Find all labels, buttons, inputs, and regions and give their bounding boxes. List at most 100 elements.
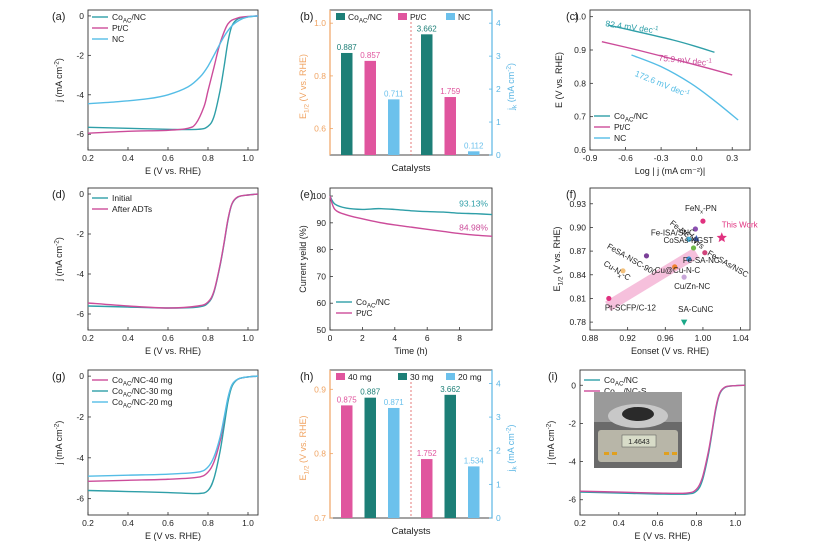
bar xyxy=(421,459,433,518)
point-label: Pt-SCFP/C-12 xyxy=(605,303,657,312)
legend-entry: 30 mg xyxy=(410,372,434,382)
scatter-point xyxy=(686,256,692,262)
y-axis-label: E1/2 (V vs. RHE) xyxy=(552,226,565,291)
point-label: This Work xyxy=(722,221,759,230)
slope-annotation: 172.6 mV dec-1 xyxy=(634,68,692,100)
x-axis-label: Log | j (mA cm⁻²)| xyxy=(635,166,705,176)
end-value-label: 93.13% xyxy=(459,199,488,209)
series-line xyxy=(607,24,715,54)
y-tick-label-right: 3 xyxy=(496,51,501,61)
x-tick-label: -0.9 xyxy=(583,153,598,163)
y-tick-label: 0.8 xyxy=(314,449,326,459)
series-line xyxy=(87,375,259,477)
legend-entry: CoAC/NC xyxy=(604,375,638,388)
balance-button xyxy=(672,452,677,455)
panel-b: 0.6 0.8 1.0 0 1 2 3 4 E1/2 (V vs. RHE) jk (mA cm-… xyxy=(298,9,519,174)
balance-display xyxy=(621,434,657,448)
y-tick-label: -2 xyxy=(76,229,84,239)
bar xyxy=(364,60,376,155)
legend-entry: Pt/C xyxy=(356,308,373,318)
series-line xyxy=(87,15,259,131)
star-marker xyxy=(716,232,727,243)
bar xyxy=(341,405,353,518)
x-tick-label: 0.2 xyxy=(82,333,94,343)
bar xyxy=(341,52,353,155)
legend-entry: NC xyxy=(458,12,470,22)
scatter-point xyxy=(606,295,612,302)
slope-annotation: 82.4 mV dec-1 xyxy=(605,18,660,36)
x-tick-label: 1.0 xyxy=(242,153,254,163)
y-tick-label: 1.0 xyxy=(574,12,586,22)
point-label: Fe-SA-NC xyxy=(683,256,720,265)
legend-entry: CoAC/NC xyxy=(614,111,648,124)
y-axis-label: jk (mA cm-2) xyxy=(505,425,518,473)
y-tick-label: 80 xyxy=(317,245,327,255)
y-tick-label: -4 xyxy=(76,269,84,279)
y-axis-label: j (mA cm-2) xyxy=(53,237,64,282)
bar-value-label: 0.887 xyxy=(360,388,381,397)
panel-label: (h) xyxy=(300,371,313,383)
scatter-point xyxy=(702,250,708,256)
y-tick-label: -6 xyxy=(568,495,576,505)
plot-frame xyxy=(87,187,259,331)
end-value-label: 84.98% xyxy=(459,222,488,232)
x-tick-label: 0.2 xyxy=(574,518,586,528)
legend-entry: 20 mg xyxy=(458,372,482,382)
x-axis-label: E (V vs. RHE) xyxy=(634,531,690,541)
y-tick-label: 0.6 xyxy=(314,124,326,134)
y-tick-label: 0.78 xyxy=(569,317,586,327)
legend-entry: CoAC/NC xyxy=(348,12,382,25)
y-axis-label: E1/2 (V vs. RHE) xyxy=(298,54,311,119)
y-tick-label-right: 2 xyxy=(496,446,501,456)
x-tick-label: 0.4 xyxy=(122,153,134,163)
x-tick-label: 0.88 xyxy=(582,333,599,343)
balance-button xyxy=(664,452,669,455)
panel-d: 0.2 0.4 0.6 0.8 1.0 E (V vs. RHE) 0 -2 -4 -6 Initi… xyxy=(76,187,259,356)
panel-label: (a) xyxy=(52,11,65,23)
series-line xyxy=(87,15,259,134)
panel-label: (g) xyxy=(52,371,65,383)
plot-frame xyxy=(589,187,751,331)
x-tick-label: 0.4 xyxy=(122,518,134,528)
panel-c: -0.9 -0.6 -0.3 0.0 0.3 Log | j (mA cm⁻²)| 0.6 0… xyxy=(554,9,751,176)
plot-frame xyxy=(589,9,751,151)
y-axis-label: Current yeild (%) xyxy=(298,225,308,293)
plot-frame xyxy=(87,369,259,516)
y-tick-label-right: 4 xyxy=(496,18,501,28)
x-axis-label: Catalysts xyxy=(391,163,430,174)
y-tick-label: 0 xyxy=(79,11,84,21)
inset-photo: 1.4643 xyxy=(594,392,682,468)
y-tick-label: 0.90 xyxy=(569,222,586,232)
y-tick-label: -4 xyxy=(76,453,84,463)
x-axis-label: E (V vs. RHE) xyxy=(145,531,201,541)
bar xyxy=(388,99,400,155)
series-line xyxy=(87,15,259,105)
legend-entry: NC xyxy=(614,133,626,143)
x-tick-label: 0.8 xyxy=(691,518,703,528)
y-tick-label: 0 xyxy=(79,189,84,199)
y-tick-label: 70 xyxy=(317,271,327,281)
y-tick-label: 0.87 xyxy=(569,246,586,256)
x-tick-label: 0.4 xyxy=(122,333,134,343)
x-tick-label: 0.6 xyxy=(652,518,664,528)
bar xyxy=(444,97,456,155)
panel-h: 0.7 0.8 0.9 0 1 2 3 4 E1/2 (V vs. RHE) jk (mA cm-… xyxy=(298,369,519,537)
legend-entry: Pt/C xyxy=(410,12,427,22)
y-tick-label-right: 1 xyxy=(496,117,501,127)
legend-swatch xyxy=(446,373,455,380)
x-tick-label: 0.6 xyxy=(162,333,174,343)
y-tick-label: 90 xyxy=(317,218,327,228)
bar xyxy=(444,394,456,518)
y-tick-label: -2 xyxy=(76,412,84,422)
y-tick-label: -6 xyxy=(76,129,84,139)
x-tick-label: 4 xyxy=(392,333,397,343)
x-tick-label: 1.0 xyxy=(242,333,254,343)
point-label: Cu-Nx-C xyxy=(601,259,633,285)
x-tick-label: 0.8 xyxy=(202,153,214,163)
y-tick-label-right: 0 xyxy=(496,150,501,160)
legend-swatch xyxy=(398,373,407,380)
slope-annotation: 75.9 mV dec-1 xyxy=(658,52,713,68)
y-tick-label: 0.8 xyxy=(314,71,326,81)
point-label: Cu/Zn-NC xyxy=(674,282,710,291)
scatter-point xyxy=(681,274,687,280)
